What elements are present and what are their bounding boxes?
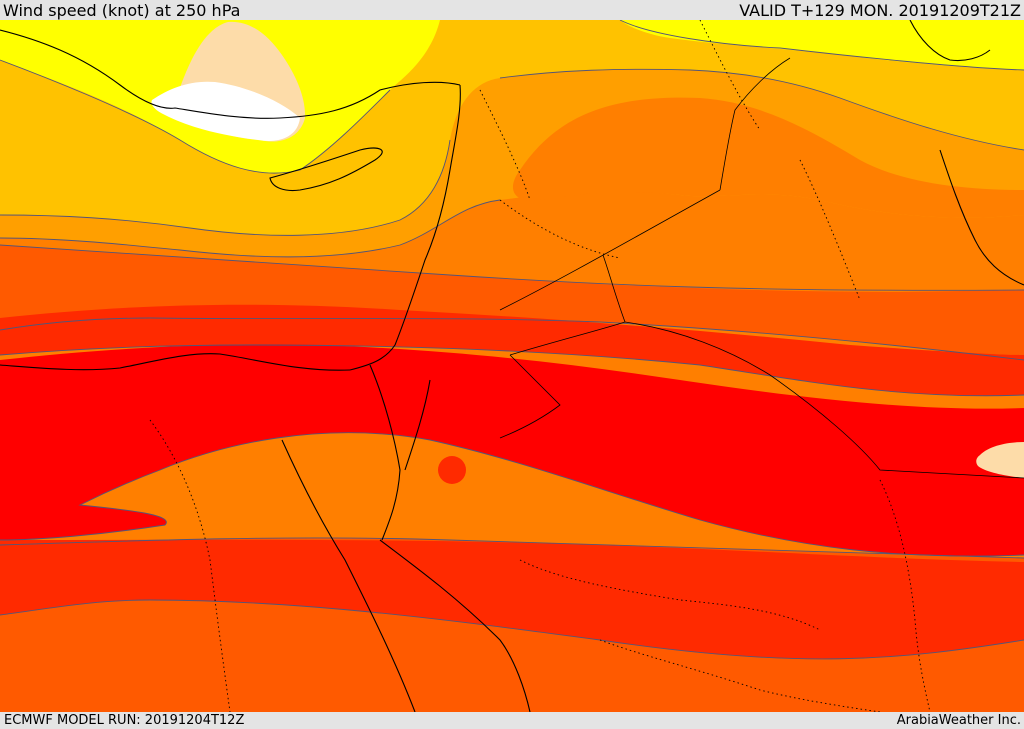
band-7-middle [0,245,1024,360]
contour-line [0,199,501,258]
border-line [599,639,881,712]
border-line [479,89,531,201]
border-line [799,159,861,301]
contour-line [0,244,1024,291]
band-3-northeast [620,20,1024,70]
contour-line [0,599,1024,660]
coastline-red-sea-west [281,439,416,712]
credit-label: ArabiaWeather Inc. [896,713,1021,728]
contour-line [0,59,391,174]
coastline-sinai [369,364,401,541]
band-8-south [0,539,1024,659]
coastline-gulf-aqaba [404,379,431,471]
boundary-line [719,57,791,191]
coastline-africa-north [0,353,351,371]
contour-line [619,20,1024,71]
national-borders [149,20,931,712]
coastline-levant [349,84,461,371]
band-8-middle [0,304,1024,396]
coastline-cyprus [269,147,383,192]
coastline-turkey [0,29,461,119]
border-line [519,559,821,631]
boundary-line [499,189,721,311]
valid-time: VALID T+129 MON. 20191209T21Z [739,1,1021,20]
band-8-pocket [438,456,466,484]
wind-speed-map [0,20,1024,712]
region-boundaries [499,57,1024,479]
border-line [879,479,931,712]
boundary-line [509,321,1024,479]
coastlines [0,20,1024,712]
contour-line [0,432,1024,557]
band-2-east [976,442,1024,478]
band-9-core [0,344,1024,557]
boundary-line [602,254,626,323]
contour-line [0,139,451,236]
band-6-north [512,97,1024,218]
band-1-core [151,81,300,141]
contour-lines [0,20,1024,660]
contour-line [0,317,1024,361]
border-line [149,419,231,712]
boundary-line [499,354,561,439]
model-run-label: ECMWF MODEL RUN: 20191204T12Z [4,713,245,728]
coastline-red-sea-east [379,539,531,712]
coastline-caspian [909,20,991,62]
map-title: Wind speed (knot) at 250 hPa [3,1,241,20]
contour-line [499,68,1024,151]
coastline-gulf [939,149,1024,286]
contour-line [0,344,1024,397]
border-line [699,20,761,131]
